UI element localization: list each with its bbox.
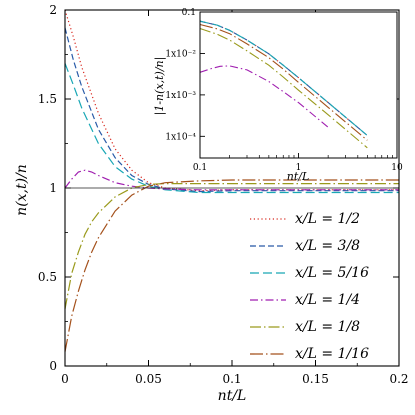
legend-label: x/L = 3/8 xyxy=(295,238,360,254)
main-y-tick-label: 1.5 xyxy=(38,92,57,106)
main-plot: 0 0.05 0.1 0.15 0.2 0 0.5 1 1.5 2 nt/L n(x,t)/n xyxy=(14,3,409,404)
main-plot-frame xyxy=(64,9,400,367)
inset-y-tick-label: 1x10⁻² xyxy=(165,49,196,59)
main-y-tick-label: 2 xyxy=(49,3,57,17)
inset-series-line-3 xyxy=(199,65,329,128)
legend-label: x/L = 5/16 xyxy=(295,265,369,281)
main-x-tick-label: 0 xyxy=(61,372,69,386)
main-x-tick-label: 0.1 xyxy=(222,372,241,386)
main-x-tick-label: 0.15 xyxy=(302,372,329,386)
main-x-axis-label: nt/L xyxy=(218,388,247,404)
series-line-3 xyxy=(64,169,399,191)
legend-label: x/L = 1/8 xyxy=(295,319,360,335)
main-y-tick-label: 1 xyxy=(49,181,57,195)
main-x-tick-label: 0.05 xyxy=(135,372,162,386)
inset-y-tick-label: 1x10⁻³ xyxy=(165,91,196,101)
inset-y-tick-label: 0.1 xyxy=(182,8,196,18)
inset-plot: 0.1 1 10 0.1 1x10⁻² 1x10⁻³ 1x10⁻⁴ nt/L |1-n(x,… xyxy=(153,8,403,183)
legend-label: x/L = 1/2 xyxy=(295,211,360,227)
series-line-4 xyxy=(64,183,399,310)
inset-x-tick-label: 0.1 xyxy=(193,163,207,173)
series-line-2 xyxy=(64,63,399,194)
legend: x/L = 1/2 x/L = 3/8 x/L = 5/16 x/L = 1/4 x/L… xyxy=(250,211,369,362)
inset-series-line-1 xyxy=(199,20,368,136)
inset-y-axis-label: |1-n(x,t)/n| xyxy=(153,57,167,116)
inset-x-tick-label: 10 xyxy=(391,163,403,173)
main-x-tick-label: 0.2 xyxy=(389,372,408,386)
inset-frame xyxy=(199,11,398,159)
series-line-1 xyxy=(64,27,399,193)
inset-series-line-4 xyxy=(199,27,368,149)
inset-y-tick-label: 1x10⁻⁴ xyxy=(165,132,196,142)
series-line-5 xyxy=(64,179,399,352)
legend-label: x/L = 1/4 xyxy=(295,292,360,308)
legend-label: x/L = 1/16 xyxy=(295,346,369,362)
inset-x-axis-label: nt/L xyxy=(287,170,310,183)
inset-x-tick-label: 1 xyxy=(296,163,302,173)
inset-background xyxy=(200,12,397,158)
main-y-tick-label: 0.5 xyxy=(38,270,57,284)
inset-series-line-5 xyxy=(199,23,368,141)
main-y-axis-label: n(x,t)/n xyxy=(14,164,30,216)
main-y-tick-label: 0 xyxy=(49,359,57,373)
